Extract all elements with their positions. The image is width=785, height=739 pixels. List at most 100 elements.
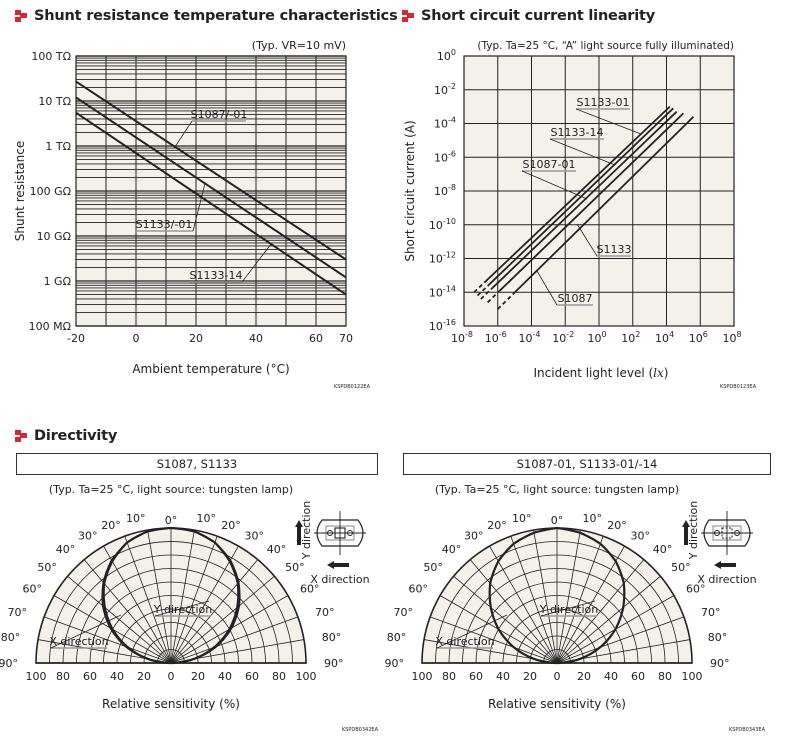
annotation-leader (436, 614, 508, 649)
angle-label: 10° (197, 512, 217, 525)
angle-label: 40° (267, 543, 287, 556)
x-arrow-head-icon (714, 561, 721, 569)
annotation-leader (241, 243, 272, 283)
y-arrow-icon (297, 527, 301, 545)
angle-label: 90° (710, 657, 730, 670)
angle-label: 90° (385, 657, 405, 670)
annotation-leader (536, 270, 558, 306)
angle-label: 30° (245, 530, 265, 543)
radius-label: 80 (272, 670, 286, 683)
radial-arc (475, 581, 639, 664)
directivity-chart-1: 0° 10°10°20°20°30°30°40°40°50°50°60°60°70… (0, 483, 379, 733)
annotation: Y direction (539, 600, 598, 617)
radius-label: 0 (168, 670, 175, 683)
x-tick-label: 60 (309, 332, 323, 345)
radius-label: 20 (191, 670, 205, 683)
angle-label: 90° (324, 657, 344, 670)
series-dashed-1 (476, 283, 490, 297)
y-arrow-head-icon (295, 520, 303, 527)
y-direction-label: Y direction (300, 501, 313, 560)
annotation: S1133 (576, 223, 631, 257)
annotation-leader (154, 600, 210, 617)
angle-label: 10° (512, 512, 532, 525)
section-title-text: Shunt resistance temperature characteris… (34, 8, 398, 24)
x-tick-label: 108 (722, 330, 741, 345)
series-dashed-0 (473, 281, 485, 293)
y-axis-label: Short circuit current (A) (403, 120, 417, 261)
x-axis-label: Ambient temperature (°C) (132, 362, 289, 376)
angle-label: 60° (408, 583, 428, 596)
annotation-leader (50, 614, 122, 649)
inset-diagram: Y direction X direction (682, 501, 757, 586)
annotation: S1087/-01 (174, 108, 247, 148)
y-tick-label: 10-14 (429, 284, 456, 299)
radius-label: 20 (137, 670, 151, 683)
x-tick-label: 20 (189, 332, 203, 345)
angle-label: 50° (285, 561, 305, 574)
y-tick-label: 10-12 (429, 251, 456, 266)
radial-arc (49, 541, 293, 664)
annotation-label: S1133/-01 (136, 218, 193, 231)
annotation: S1133-14 (549, 126, 616, 166)
radius-label: 60 (469, 670, 483, 683)
radial-arc (448, 554, 666, 664)
radius-label: 60 (631, 670, 645, 683)
radius-label: 40 (218, 670, 232, 683)
angle-label: 40° (442, 543, 462, 556)
annotation: S1133/-01 (135, 183, 206, 232)
radius-label: 100 (26, 670, 47, 683)
y-tick-label: 10 TΩ (38, 95, 71, 108)
radial-arc (76, 568, 266, 664)
x-tick-label: 10-4 (519, 330, 541, 345)
y-tick-label: 1 TΩ (45, 140, 71, 153)
angle-label: 40° (56, 543, 76, 556)
angle-label: 50° (671, 561, 691, 574)
plot-frame (463, 55, 735, 327)
section-title-text: Short circuit current linearity (421, 8, 655, 24)
annotation: S1087 (536, 270, 593, 306)
chart-condition: (Typ. Ta=25 °C, light source: tungsten l… (435, 483, 679, 496)
angle-label: 20° (487, 519, 507, 532)
series-line-2 (75, 111, 347, 296)
radial-arc (529, 635, 585, 664)
angle-label: 10° (583, 512, 603, 525)
radius-label: 60 (245, 670, 259, 683)
figure-code: KSPDB0343EA (729, 727, 766, 733)
radial-arc (489, 595, 625, 664)
radius-label: 80 (56, 670, 70, 683)
product-box-2: S1087-01, S1133-01/-14 (403, 453, 771, 475)
radius-label: 40 (496, 670, 510, 683)
y-tick-label: 10-10 (429, 217, 456, 232)
y-tick-label: 10 GΩ (37, 230, 71, 243)
annotation-label: S1087 (558, 292, 593, 305)
y-tick-label: 100 TΩ (31, 50, 71, 63)
annotation-label: X direction (49, 635, 108, 648)
series-curve-1 (488, 527, 626, 664)
y-tick-label: 100 (437, 48, 456, 63)
angle-label: 50° (37, 561, 57, 574)
radius-label: 60 (83, 670, 97, 683)
linearity-chart: 10-8 10-6 10-4 10-2 100 102 104 106 108 100 10-2 10… (403, 40, 757, 390)
x-axis-label: Incident light level (lx) (534, 366, 669, 380)
radius-label: 20 (577, 670, 591, 683)
radial-arc (143, 635, 199, 664)
x-tick-label: 104 (655, 330, 674, 345)
annotation-leader (521, 170, 588, 200)
annotation-label: S1133-14 (190, 269, 243, 282)
x-tick-label: 70 (339, 332, 353, 345)
annotation-leader (575, 108, 642, 135)
annotation-leader (540, 600, 596, 617)
radius-label: 40 (604, 670, 618, 683)
section-title-shunt: Shunt resistance temperature characteris… (15, 8, 398, 24)
radial-arc (502, 608, 612, 664)
y-tick-label: 10-4 (434, 116, 456, 131)
chart-condition: (Typ. Ta=25 °C, “A” light source fully i… (477, 40, 734, 52)
x-tick-label: 0 (133, 332, 140, 345)
radial-arc (89, 581, 253, 664)
x-tick-label: 102 (621, 330, 640, 345)
x-arrow-icon (721, 563, 736, 567)
angle-label: 0° (165, 514, 178, 527)
inset-diagram: Y direction X direction (295, 501, 370, 586)
x-tick-label: -20 (67, 332, 85, 345)
chart-condition: (Typ. Ta=25 °C, light source: tungsten l… (49, 483, 293, 496)
